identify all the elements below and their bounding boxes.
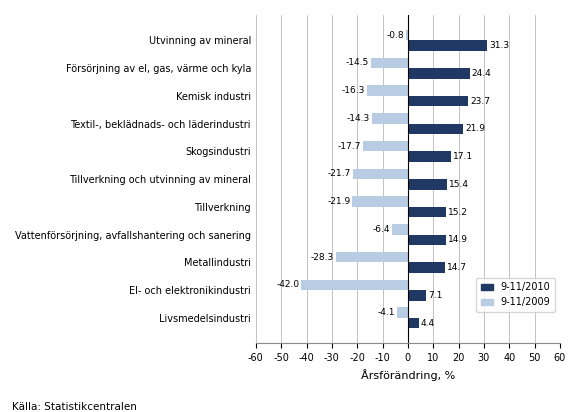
Text: -21.7: -21.7 (328, 169, 351, 178)
Bar (392, 224, 408, 235)
Bar (408, 124, 464, 134)
Bar (408, 152, 451, 162)
Bar (372, 113, 408, 124)
Text: -0.8: -0.8 (386, 31, 404, 40)
Bar (353, 169, 408, 179)
Text: -16.3: -16.3 (341, 86, 364, 95)
Text: 24.4: 24.4 (472, 69, 492, 78)
Bar (363, 141, 408, 152)
Text: 7.1: 7.1 (428, 291, 442, 300)
Bar (408, 207, 446, 218)
Text: 14.9: 14.9 (447, 235, 468, 244)
Bar (408, 96, 468, 106)
Text: 14.7: 14.7 (447, 263, 467, 272)
Text: 15.2: 15.2 (449, 208, 468, 217)
Text: -4.1: -4.1 (378, 308, 396, 317)
Text: -14.3: -14.3 (346, 114, 370, 123)
Bar (408, 290, 426, 301)
Text: -6.4: -6.4 (372, 225, 390, 234)
Text: 23.7: 23.7 (470, 97, 490, 106)
Bar (408, 179, 447, 190)
Legend: 9-11/2010, 9-11/2009: 9-11/2010, 9-11/2009 (476, 278, 555, 312)
Bar (408, 262, 445, 273)
Text: 21.9: 21.9 (465, 124, 485, 133)
Text: 17.1: 17.1 (453, 152, 474, 161)
Text: -14.5: -14.5 (346, 59, 369, 68)
Bar (408, 40, 487, 51)
Bar (302, 280, 408, 290)
Text: Källa: Statistikcentralen: Källa: Statistikcentralen (12, 402, 137, 412)
Text: -42.0: -42.0 (277, 280, 299, 289)
Text: 31.3: 31.3 (489, 41, 510, 50)
Bar (371, 58, 408, 68)
Bar (408, 318, 419, 328)
Text: -28.3: -28.3 (311, 253, 334, 262)
Bar (367, 85, 408, 96)
Bar (406, 30, 408, 40)
Bar (408, 68, 469, 79)
Text: -17.7: -17.7 (338, 142, 361, 151)
Bar (336, 252, 408, 262)
Bar (408, 235, 446, 245)
Bar (397, 307, 408, 318)
Bar (353, 197, 408, 207)
X-axis label: Årsförändring, %: Årsförändring, % (361, 369, 455, 381)
Text: 15.4: 15.4 (449, 180, 469, 189)
Text: -21.9: -21.9 (327, 197, 350, 206)
Text: 4.4: 4.4 (421, 318, 435, 328)
